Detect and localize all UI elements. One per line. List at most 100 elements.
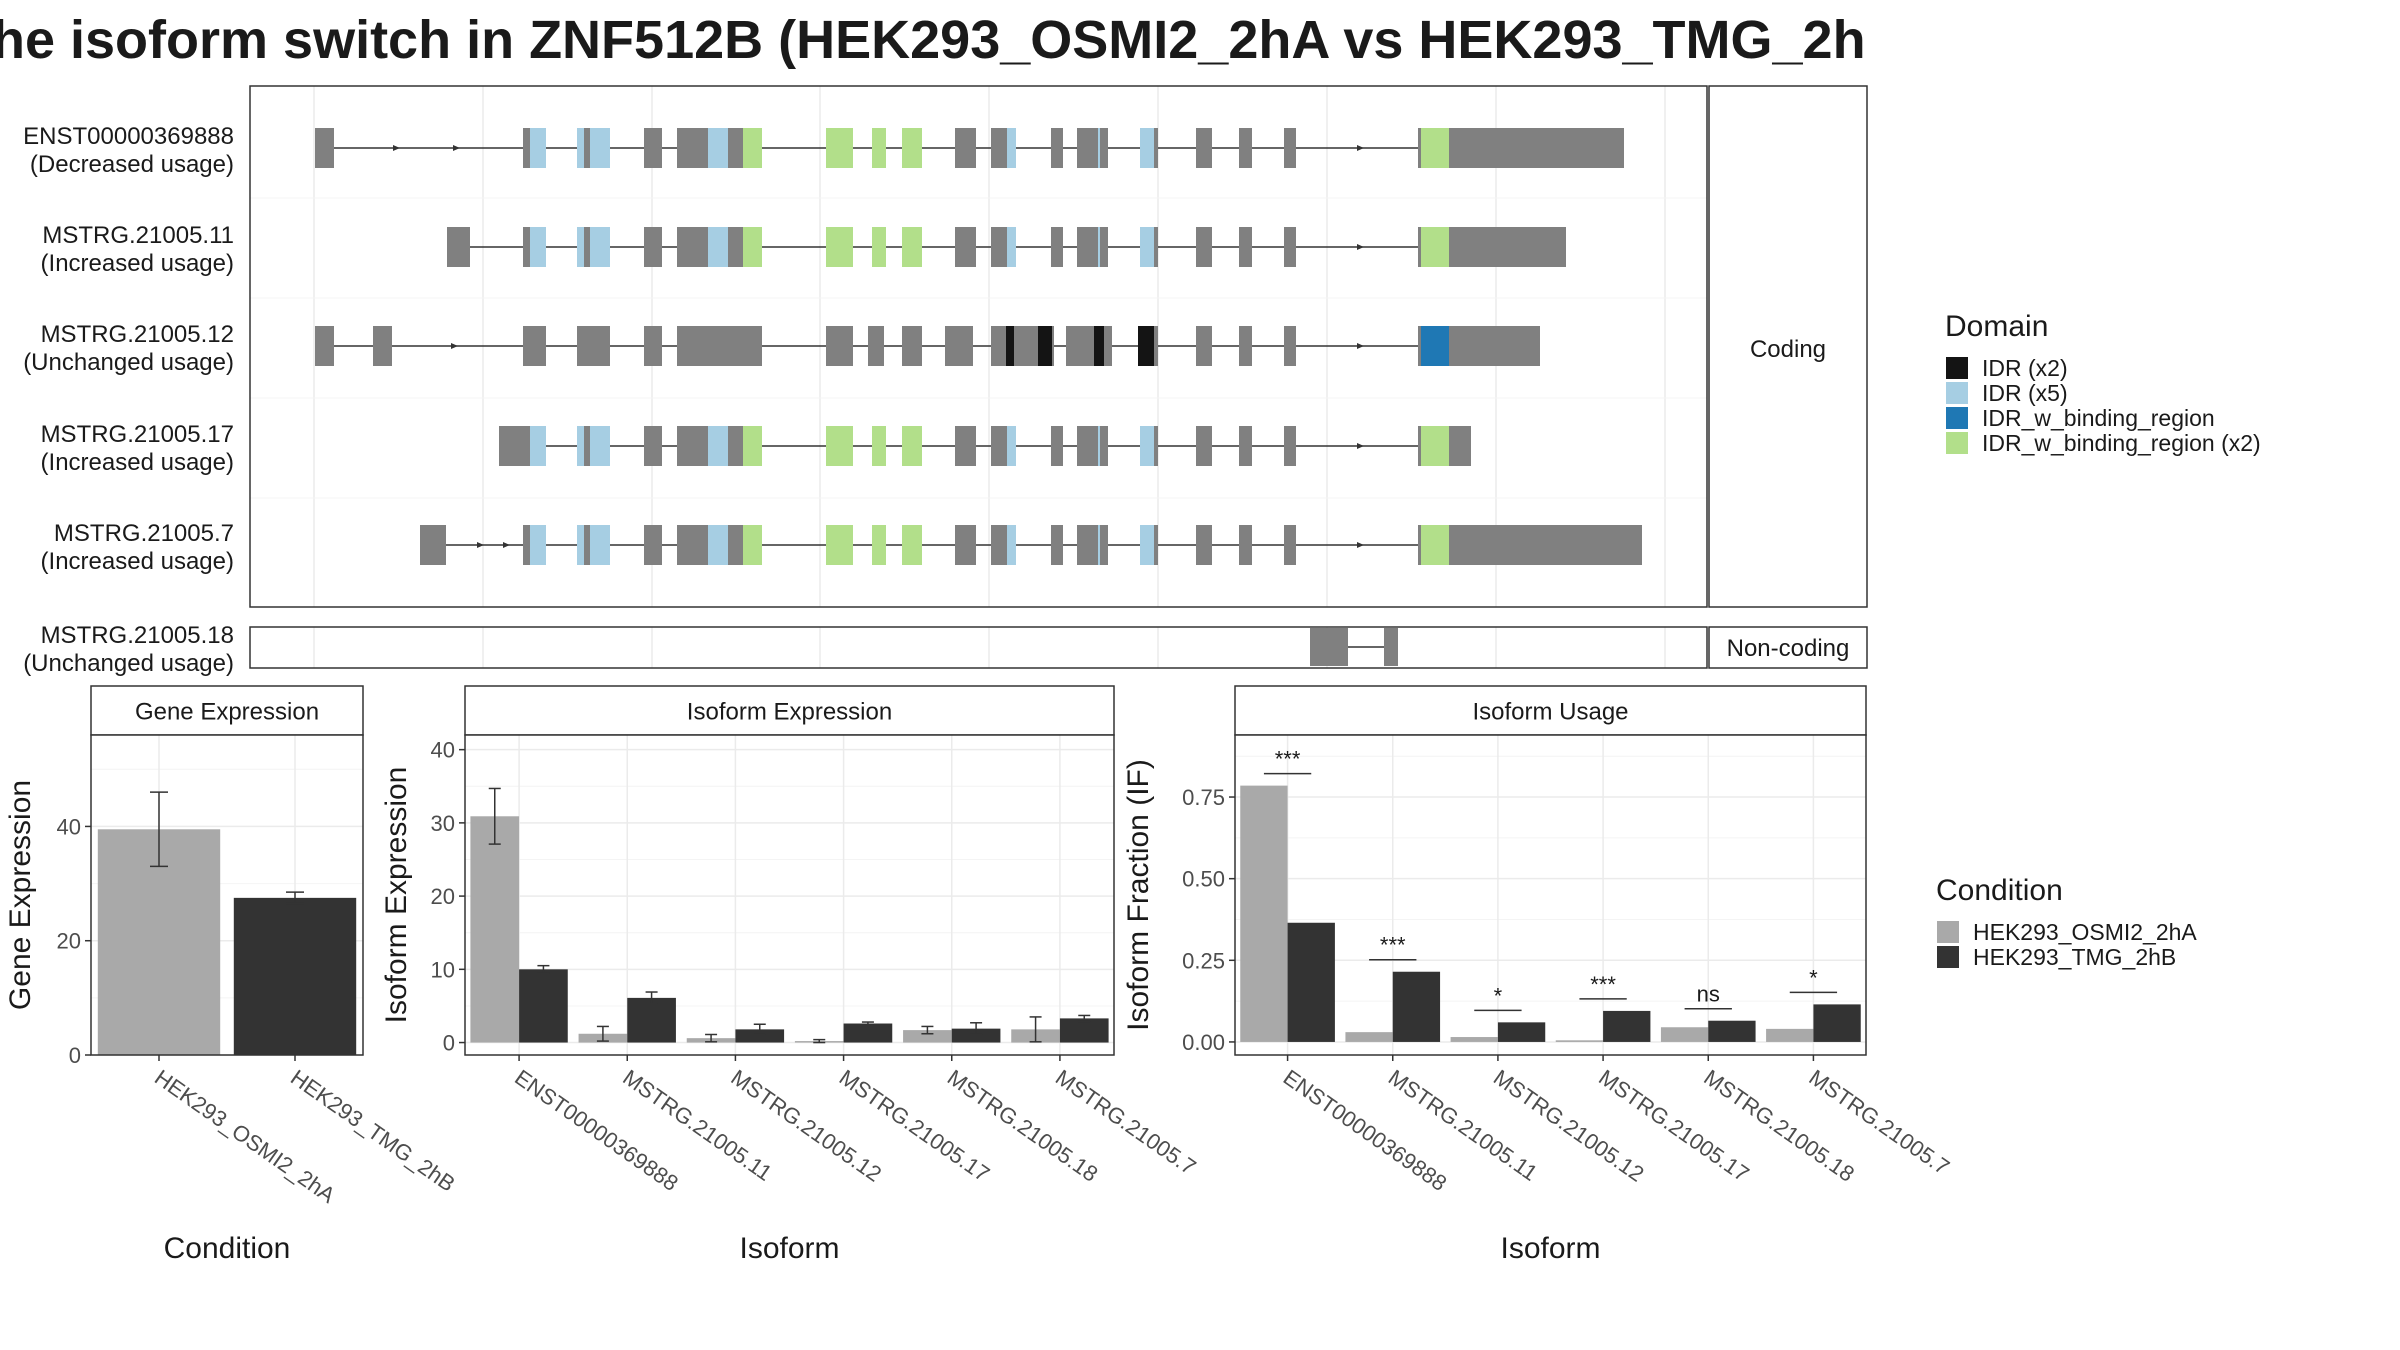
exon-block — [644, 128, 662, 168]
domain-block — [902, 426, 922, 466]
exon-block — [1052, 326, 1054, 366]
y-tick-label: 0.00 — [1182, 1030, 1225, 1055]
condition-legend-swatch — [1937, 921, 1959, 943]
exon-block — [1418, 426, 1421, 466]
plot-frame — [464, 734, 1115, 1056]
exon-block — [1196, 326, 1212, 366]
exon-block — [1418, 326, 1421, 366]
y-tick-label: 40 — [431, 738, 455, 763]
bar-hek293_osmi2_2ha — [1240, 785, 1288, 1042]
domain-block — [590, 426, 610, 466]
exon-block — [584, 426, 590, 466]
domain-block — [1138, 326, 1154, 366]
strand-arrow-icon — [1357, 145, 1364, 151]
exon-block — [1449, 227, 1454, 267]
domain-block — [902, 128, 922, 168]
exon-block — [1449, 326, 1454, 366]
exon-block — [1454, 128, 1624, 168]
exon-block — [1449, 426, 1454, 466]
exon-block — [584, 525, 590, 565]
coding-panel-frame — [249, 85, 1708, 608]
exon-block — [1100, 128, 1108, 168]
transcript-track-mstrg-21005-11 — [447, 227, 1566, 267]
domain-block — [1006, 326, 1014, 366]
exon-block — [991, 128, 1007, 168]
exon-block — [1239, 525, 1252, 565]
panel-title-strip — [1234, 685, 1867, 736]
significance-label: *** — [1275, 747, 1301, 772]
exon-block — [644, 426, 662, 466]
exon-block — [1239, 128, 1252, 168]
domain-legend-label: IDR (x5) — [1982, 380, 2068, 406]
significance-label: *** — [1380, 933, 1406, 958]
transcript-usage-label: (Increased usage) — [41, 250, 234, 277]
y-axis-title: Isoform Fraction (IF) — [1122, 759, 1155, 1031]
bar-hek293_osmi2_2ha — [1450, 1037, 1498, 1042]
exon-block — [728, 525, 743, 565]
exon-block — [1454, 525, 1642, 565]
strand-arrow-icon — [1357, 244, 1364, 250]
exon-block — [1051, 426, 1063, 466]
exon-block — [1449, 525, 1454, 565]
domain-block — [1421, 525, 1449, 565]
exon-block — [955, 525, 976, 565]
y-tick-label: 0.75 — [1182, 785, 1225, 810]
exon-block — [955, 128, 976, 168]
exon-block — [1284, 128, 1296, 168]
bar-hek293_tmg_2hb — [1708, 1020, 1756, 1042]
y-tick-label: 40 — [57, 814, 81, 839]
exon-block — [373, 326, 392, 366]
exon-block — [1418, 128, 1421, 168]
domain-block — [1098, 227, 1100, 267]
domain-legend-label: IDR_w_binding_region (x2) — [1982, 430, 2261, 456]
x-axis-title: Condition — [164, 1232, 291, 1265]
noncoding-strip-label: Non-coding — [1727, 635, 1850, 662]
transcript-usage-label: (Unchanged usage) — [23, 349, 234, 376]
exon-block — [677, 326, 762, 366]
exon-block — [1284, 326, 1296, 366]
panel-title: Isoform Usage — [1472, 699, 1628, 726]
transcript-id-label: MSTRG.21005.7 — [54, 520, 234, 547]
exon-block — [991, 426, 1007, 466]
domain-block — [1007, 426, 1016, 466]
exon-block — [523, 426, 530, 466]
domain-legend-swatch — [1946, 357, 1968, 379]
exon-block — [1239, 326, 1252, 366]
noncoding-strip — [1708, 626, 1868, 669]
transcript-id-label: MSTRG.21005.11 — [42, 222, 234, 249]
domain-block — [1038, 326, 1052, 366]
coding-strip-label: Coding — [1750, 336, 1826, 363]
bar-hek293_tmg_2hb — [1392, 971, 1441, 1042]
x-axis-title: Isoform — [739, 1232, 839, 1265]
y-axis-title: Gene Expression — [4, 780, 37, 1010]
exon-block — [644, 525, 662, 565]
exon-block — [1196, 525, 1212, 565]
transcript-id-label: ENST00000369888 — [23, 123, 234, 150]
domain-block — [902, 227, 922, 267]
domain-legend-title: Domain — [1945, 310, 2048, 343]
exon-block — [577, 326, 610, 366]
transcript-track-mstrg-21005-18 — [1310, 628, 1398, 666]
exon-block — [1154, 326, 1158, 366]
transcript-usage-label: (Decreased usage) — [30, 151, 234, 178]
exon-block — [1154, 525, 1158, 565]
exon-block — [1051, 128, 1063, 168]
domain-block — [826, 227, 853, 267]
condition-legend-swatch — [1937, 946, 1959, 968]
exon-block — [523, 326, 546, 366]
domain-block — [872, 525, 886, 565]
transcript-id-label: MSTRG.21005.17 — [41, 421, 234, 448]
domain-block — [577, 128, 584, 168]
bar-hek293_tmg_2hb — [951, 1028, 1001, 1043]
transcript-track-mstrg-21005-17 — [499, 426, 1471, 466]
domain-legend-swatch — [1946, 382, 1968, 404]
exon-block — [945, 326, 970, 366]
strand-arrow-icon — [503, 542, 510, 548]
exon-block — [1196, 426, 1212, 466]
y-tick-label: 0 — [443, 1031, 455, 1056]
exon-block — [677, 426, 708, 466]
domain-block — [1007, 227, 1016, 267]
